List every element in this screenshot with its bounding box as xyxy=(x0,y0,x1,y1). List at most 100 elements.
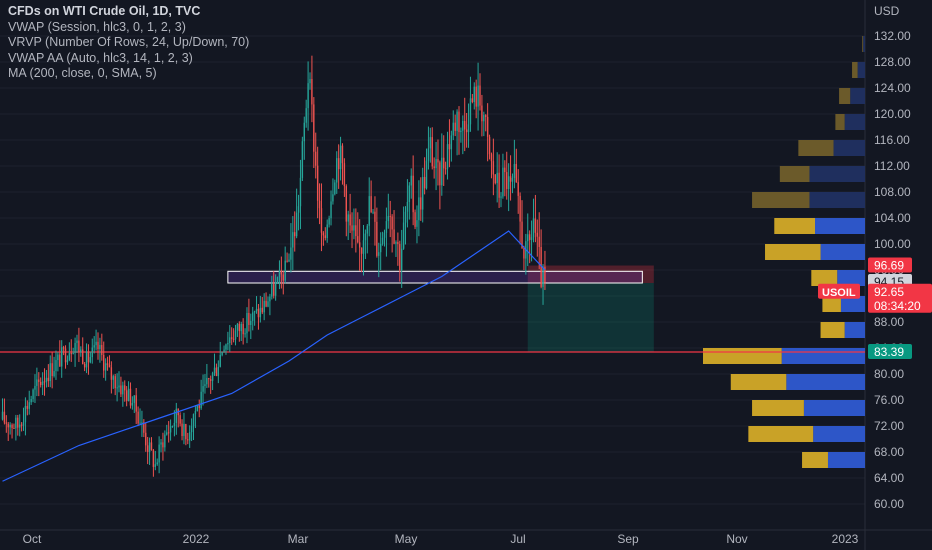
volume-profile-down-bar xyxy=(765,244,821,260)
candle-body xyxy=(391,216,393,230)
candle-body xyxy=(536,232,538,237)
price-tick-label: 80.00 xyxy=(874,367,904,381)
volume-profile-up-bar xyxy=(833,140,865,156)
candle-body xyxy=(204,384,206,387)
candle-body xyxy=(248,312,250,325)
indicator-vwap-aa[interactable]: VWAP AA (Auto, hlc3, 14, 1, 2, 3) xyxy=(8,50,193,65)
candle-body xyxy=(280,270,283,275)
candle-body xyxy=(274,282,277,296)
candle-body xyxy=(292,232,294,248)
stop-price-label: 96.69 xyxy=(874,259,904,273)
candle-body xyxy=(423,176,426,189)
candle-body xyxy=(24,406,27,423)
candle-body xyxy=(339,145,342,170)
candle-body xyxy=(150,442,153,451)
candle-body xyxy=(51,363,53,377)
candle-body xyxy=(17,417,19,428)
candle-body xyxy=(240,324,242,332)
time-tick-label: Nov xyxy=(726,532,747,546)
candle-body xyxy=(217,366,220,377)
candle-body xyxy=(83,363,86,368)
candle-body xyxy=(187,439,189,441)
candle-body xyxy=(103,354,105,371)
candle-body xyxy=(349,214,351,226)
candle-body xyxy=(530,237,533,240)
candle-body xyxy=(345,186,347,222)
volume-profile-up-bar xyxy=(844,322,865,338)
candle-body xyxy=(362,240,365,254)
stop-price-label-bg xyxy=(868,257,912,273)
candle-body xyxy=(76,340,78,343)
candle-body xyxy=(467,124,470,133)
candle-body xyxy=(5,422,8,424)
candle-body xyxy=(278,270,281,278)
candle-body xyxy=(59,354,61,367)
price-tick-label: 116.00 xyxy=(874,133,910,147)
indicator-ma[interactable]: MA (200, close, 0, SMA, 5) xyxy=(8,66,157,80)
candle-body xyxy=(383,232,386,238)
candle-body xyxy=(188,432,191,441)
candle-body xyxy=(276,277,279,283)
time-tick-label: Sep xyxy=(617,532,639,546)
candle-body xyxy=(196,405,199,412)
candle-body xyxy=(156,462,158,465)
candle-body xyxy=(410,175,412,186)
candle-body xyxy=(175,408,178,423)
candle-body xyxy=(513,163,516,179)
position-target-zone xyxy=(527,283,654,352)
candle-body xyxy=(66,359,69,363)
candle-body xyxy=(169,426,172,433)
candle-body xyxy=(521,221,523,249)
candle-body xyxy=(265,300,267,307)
candle-body xyxy=(492,161,495,175)
candle-body xyxy=(122,385,124,395)
candle-body xyxy=(36,379,38,386)
candle-body xyxy=(462,120,464,131)
candle-body xyxy=(351,225,353,231)
volume-profile-up-bar xyxy=(781,348,865,364)
candle-body xyxy=(399,244,401,271)
candle-body xyxy=(152,450,155,467)
candle-body xyxy=(509,176,512,182)
indicator-vwap[interactable]: VWAP (Session, hlc3, 0, 1, 2, 3) xyxy=(8,19,186,34)
candle-body xyxy=(211,373,214,381)
candle-body xyxy=(49,363,51,382)
candle-body xyxy=(13,427,15,429)
volume-profile-up-bar xyxy=(840,296,865,312)
candle-body xyxy=(444,168,447,170)
candle-body xyxy=(261,307,263,313)
candle-body xyxy=(441,157,443,186)
candle-body xyxy=(494,174,496,184)
candle-body xyxy=(238,323,241,332)
candle-body xyxy=(534,218,537,233)
indicator-vrvp[interactable]: VRVP (Number Of Rows, 24, Up/Down, 70) xyxy=(8,35,250,49)
candle-body xyxy=(532,218,535,238)
candle-body xyxy=(358,242,361,248)
candle-body xyxy=(316,165,319,201)
candle-body xyxy=(244,333,246,335)
candle-body xyxy=(9,424,11,428)
volume-profile-down-bar xyxy=(862,36,864,52)
candle-body xyxy=(91,347,93,358)
candle-body xyxy=(229,337,231,344)
candle-body xyxy=(446,144,449,169)
candle-body xyxy=(271,284,273,297)
candle-body xyxy=(328,218,330,225)
candle-body xyxy=(347,214,349,222)
candle-body xyxy=(303,122,305,142)
candle-body xyxy=(341,145,344,164)
candle-body xyxy=(544,267,546,283)
candle-body xyxy=(504,167,506,173)
candle-body xyxy=(284,260,286,281)
candle-body xyxy=(527,234,529,242)
candle-body xyxy=(337,158,340,170)
candle-body xyxy=(507,176,510,189)
candle-body xyxy=(192,414,195,427)
candle-body xyxy=(471,98,474,102)
candle-body xyxy=(70,353,72,355)
candle-body xyxy=(523,248,525,259)
price-tick-label: 68.00 xyxy=(874,445,904,459)
candle-body xyxy=(209,379,212,381)
candle-body xyxy=(433,166,435,169)
